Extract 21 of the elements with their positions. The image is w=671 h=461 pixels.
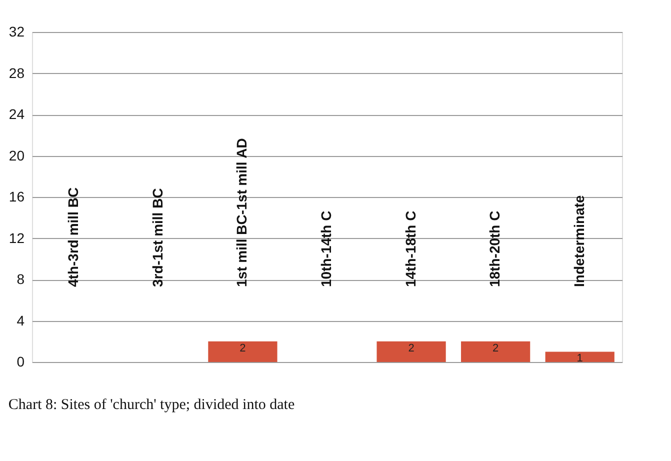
x-tick-label: Indeterminate: [570, 194, 587, 287]
y-tick-label: 8: [16, 271, 25, 287]
y-tick-label: 24: [8, 106, 25, 122]
x-tick-label: 1st mill BC-1st mill AD: [234, 138, 250, 287]
y-tick-label: 12: [8, 230, 25, 246]
y-tick-label: 32: [8, 24, 25, 40]
y-tick-label: 20: [8, 147, 25, 164]
x-tick-label: 4th-3rd mill BC: [65, 187, 82, 287]
y-tick-label: 0: [16, 354, 25, 370]
data-label: 2: [492, 342, 499, 354]
data-label: 1: [576, 352, 583, 365]
data-label: 2: [408, 342, 414, 354]
x-tick-label: 3rd-1st mill BC: [149, 188, 166, 287]
y-tick-label: 4: [16, 312, 25, 328]
x-tick-label: 10th-14th C: [318, 210, 334, 287]
y-tick-label: 28: [8, 64, 25, 81]
caption: Chart 8: Sites of 'church' type; divided into date: [8, 397, 295, 413]
x-tick-label: 18th-20th C: [486, 210, 503, 287]
x-tick-label: 14th-18th C: [402, 210, 418, 287]
y-tick-label: 16: [8, 188, 25, 204]
data-label: 2: [240, 342, 246, 354]
